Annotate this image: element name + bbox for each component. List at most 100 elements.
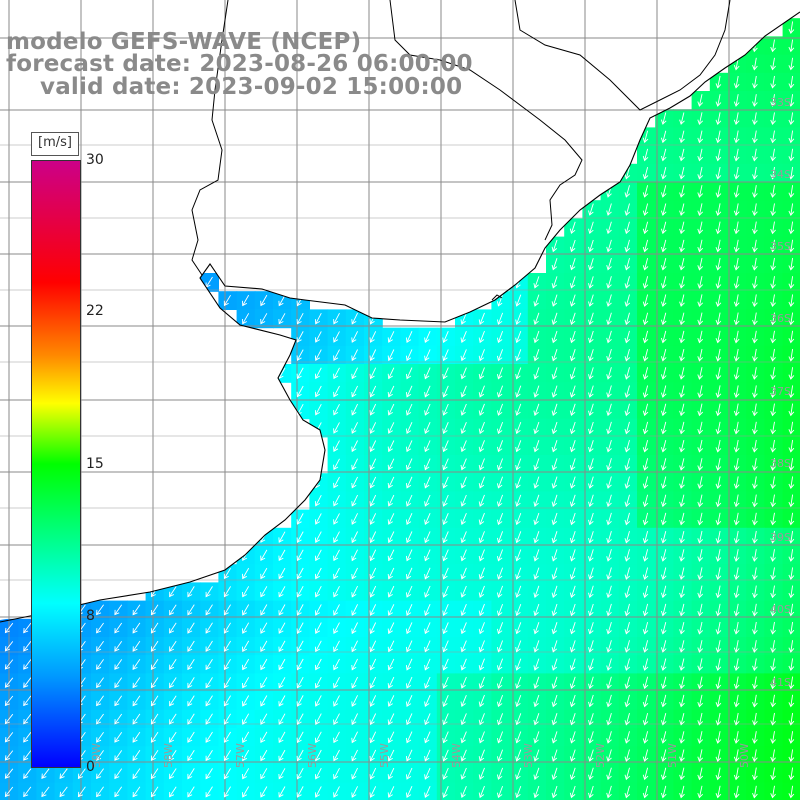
wind-arrow	[788, 603, 795, 617]
wind-arrow	[770, 367, 776, 380]
wind-arrow	[114, 604, 123, 616]
wind-arrow	[460, 549, 467, 562]
wind-arrow	[715, 257, 722, 271]
wind-arrow	[314, 549, 322, 562]
wind-arrow	[405, 786, 413, 798]
wind-arrow	[169, 604, 177, 616]
wind-arrow	[515, 367, 522, 380]
wind-arrow	[278, 677, 286, 689]
wind-arrow	[242, 749, 250, 762]
wind-arrow	[405, 767, 413, 780]
wind-arrow	[642, 166, 649, 180]
wind-arrow	[642, 767, 649, 781]
wind-arrow	[569, 239, 576, 253]
wind-arrow	[770, 276, 776, 289]
wind-arrow	[733, 439, 740, 453]
wind-arrow	[624, 530, 631, 544]
wind-arrow	[478, 494, 485, 507]
wind-arrow	[41, 768, 50, 779]
wind-arrow	[515, 713, 522, 726]
wind-arrow	[478, 603, 485, 617]
wind-arrow	[424, 640, 431, 653]
wind-arrow	[551, 531, 558, 544]
wind-arrow	[770, 403, 776, 417]
wind-arrow	[515, 440, 522, 453]
wind-arrow	[314, 622, 322, 634]
wind-arrow	[496, 476, 504, 489]
wind-arrow	[533, 731, 540, 744]
wind-arrow	[642, 603, 649, 617]
wind-arrow	[533, 622, 540, 635]
wind-arrow	[187, 622, 195, 634]
wind-arrow	[424, 622, 431, 635]
wind-arrow	[551, 622, 558, 635]
wind-arrow	[442, 622, 449, 635]
wind-arrow	[642, 348, 649, 362]
wind-arrow	[4, 641, 14, 652]
wind-arrow	[551, 258, 558, 271]
wind-arrow	[424, 549, 431, 562]
wind-arrow	[697, 731, 704, 744]
wind-arrow	[752, 749, 758, 763]
wind-arrow	[333, 585, 340, 598]
wind-arrow	[679, 712, 685, 726]
longitude-label: 52W	[594, 743, 607, 768]
wind-arrow	[533, 294, 540, 307]
wind-arrow	[679, 676, 685, 690]
longitude-label: 58W	[162, 743, 175, 768]
wind-arrow	[733, 421, 740, 435]
wind-arrow	[96, 677, 104, 689]
wind-arrow	[442, 440, 449, 453]
wind-arrow	[697, 694, 704, 708]
wind-arrow	[387, 786, 395, 798]
wind-arrow	[733, 567, 740, 581]
wind-arrow	[788, 458, 795, 471]
wind-arrow	[223, 640, 231, 652]
wind-arrow	[460, 640, 467, 653]
wind-arrow	[4, 713, 14, 725]
wind-arrow	[496, 494, 504, 507]
wind-arrow	[515, 694, 522, 708]
wind-arrow	[478, 549, 485, 562]
wind-arrow	[679, 640, 685, 653]
wind-arrow	[752, 57, 758, 71]
wind-arrow	[77, 768, 86, 780]
wind-arrow	[496, 458, 504, 471]
wind-arrow	[242, 586, 250, 598]
wind-arrow	[114, 622, 123, 634]
wind-arrow	[715, 148, 722, 162]
wind-arrow	[770, 749, 776, 763]
wind-arrow	[533, 312, 540, 326]
wind-arrow	[588, 749, 594, 762]
latitude-label: 36S	[770, 312, 791, 325]
wind-arrow	[551, 713, 558, 726]
wind-arrow	[150, 677, 159, 689]
wind-arrow	[23, 622, 32, 634]
wind-arrow	[150, 586, 159, 598]
wind-arrow	[679, 731, 685, 744]
wind-arrow	[496, 640, 504, 653]
wind-arrow	[588, 585, 594, 598]
wind-arrow	[296, 312, 304, 325]
wind-arrow	[260, 731, 268, 744]
wind-arrow	[533, 276, 540, 289]
wind-arrow	[588, 713, 594, 726]
wind-arrow	[660, 330, 667, 344]
wind-arrow	[496, 785, 504, 799]
wind-arrow	[788, 567, 795, 581]
wind-arrow	[150, 622, 159, 634]
wind-arrow	[460, 513, 467, 525]
wind-arrow	[642, 330, 649, 344]
wind-arrow	[260, 604, 268, 616]
wind-arrow	[788, 239, 795, 253]
wind-arrow	[533, 494, 540, 508]
wind-arrow	[333, 422, 340, 434]
wind-arrow	[187, 786, 195, 798]
wind-arrow	[733, 712, 740, 726]
wind-arrow	[569, 440, 576, 453]
wind-arrow	[733, 640, 740, 653]
wind-arrow	[770, 512, 776, 526]
wind-arrow	[169, 695, 177, 707]
wind-arrow	[460, 695, 467, 707]
wind-arrow	[533, 640, 540, 653]
